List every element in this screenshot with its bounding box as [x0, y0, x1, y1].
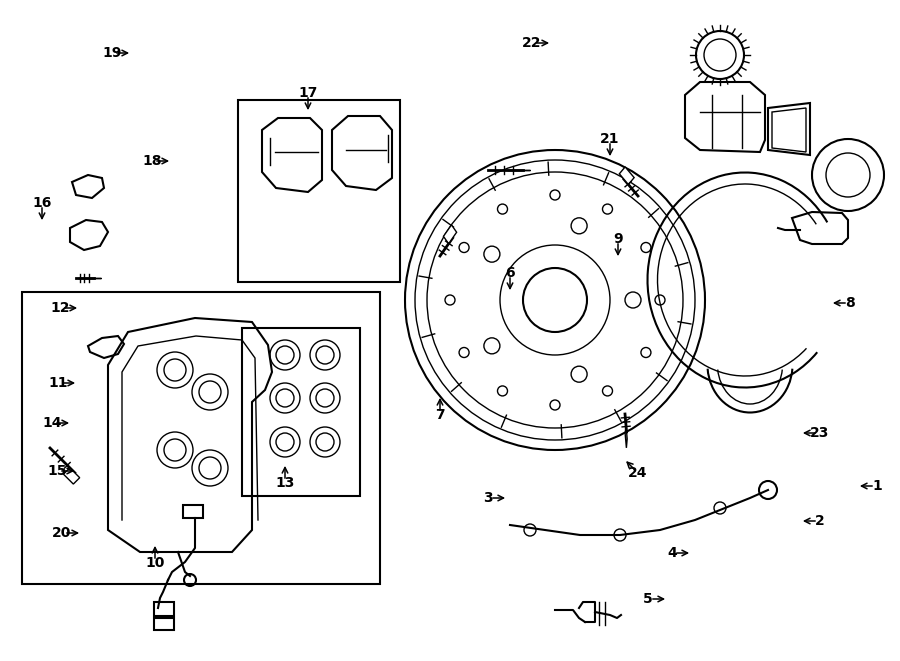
- Text: 10: 10: [145, 556, 165, 570]
- Text: 13: 13: [275, 476, 294, 490]
- Text: 8: 8: [845, 296, 855, 310]
- Text: 12: 12: [50, 301, 70, 315]
- Text: 3: 3: [483, 491, 493, 505]
- Text: 4: 4: [667, 546, 677, 560]
- Text: 1: 1: [872, 479, 882, 493]
- Polygon shape: [444, 225, 456, 244]
- Bar: [22, 292, 380, 584]
- Bar: [238, 100, 400, 282]
- Text: 5: 5: [644, 592, 652, 606]
- Text: 19: 19: [103, 46, 122, 60]
- Text: 15: 15: [47, 464, 67, 478]
- Polygon shape: [626, 425, 627, 448]
- Text: 23: 23: [810, 426, 830, 440]
- Text: 24: 24: [628, 466, 648, 480]
- Polygon shape: [63, 468, 80, 484]
- Bar: [242, 328, 360, 496]
- Text: 20: 20: [52, 526, 72, 540]
- Text: 9: 9: [613, 232, 623, 246]
- Text: 16: 16: [32, 196, 51, 210]
- Text: 7: 7: [436, 408, 445, 422]
- Text: 11: 11: [49, 376, 68, 390]
- Text: 22: 22: [522, 36, 542, 50]
- Text: 21: 21: [600, 132, 620, 146]
- Bar: [154, 618, 174, 630]
- Text: 18: 18: [142, 154, 162, 168]
- Text: 14: 14: [42, 416, 62, 430]
- Bar: [183, 505, 203, 518]
- Text: 17: 17: [298, 86, 318, 100]
- Text: 6: 6: [505, 266, 515, 280]
- Text: 2: 2: [815, 514, 825, 528]
- Bar: [154, 602, 174, 616]
- Polygon shape: [619, 167, 634, 184]
